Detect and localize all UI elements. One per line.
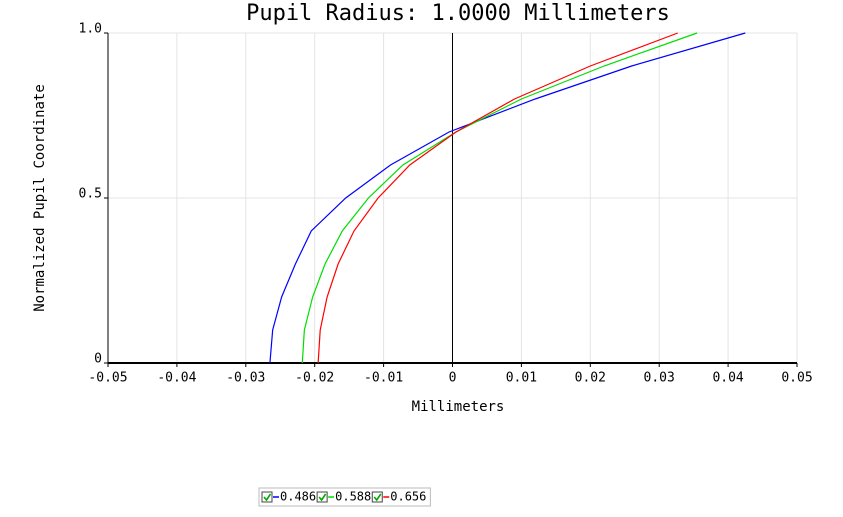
chart-title: Pupil Radius: 1.0000 Millimeters xyxy=(246,1,670,26)
x-tick-label: 0.01 xyxy=(506,371,537,386)
y-tick-label: 1.0 xyxy=(79,22,102,37)
legend-frame xyxy=(258,487,431,507)
x-tick-label: -0.03 xyxy=(226,371,265,386)
y-axis-title: Normalized Pupil Coordinate xyxy=(32,84,48,312)
y-tick-label: 0.5 xyxy=(79,187,102,202)
legend-checkbox xyxy=(316,491,328,503)
legend-label: 0.656 xyxy=(390,490,426,504)
x-tick-label: 0 xyxy=(449,371,457,386)
legend-check xyxy=(373,493,382,502)
legend-label: 0.588 xyxy=(335,490,371,504)
legend-check xyxy=(318,493,327,502)
y-tick-label: 0 xyxy=(94,352,102,367)
series-line xyxy=(317,32,679,364)
x-tick-label: -0.05 xyxy=(88,371,127,386)
x-tick-label: 0.03 xyxy=(644,371,675,386)
legend-label: 0.486 xyxy=(280,490,316,504)
x-tick-label: -0.01 xyxy=(364,371,403,386)
x-axis-title: Millimeters xyxy=(412,399,505,415)
x-tick-label: 0.05 xyxy=(781,371,812,386)
legend: 0.486 0.588 0.656 xyxy=(258,487,431,507)
x-tick-label: -0.04 xyxy=(157,371,196,386)
x-tick-label: 0.02 xyxy=(575,371,606,386)
x-tick-label: 0.04 xyxy=(712,371,743,386)
series-line xyxy=(301,32,698,364)
legend-checkbox xyxy=(371,491,383,503)
series-line xyxy=(269,32,746,364)
x-tick-label: -0.02 xyxy=(295,371,334,386)
legend-check xyxy=(263,493,272,502)
legend-checkbox xyxy=(261,491,273,503)
